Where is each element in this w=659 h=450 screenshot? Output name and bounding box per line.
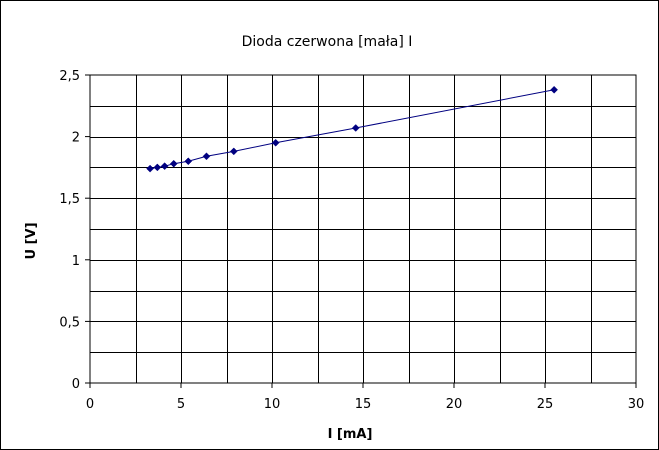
data-point [229, 147, 238, 156]
y-tick-label: 0,5 [59, 315, 80, 330]
y-tick-label: 0 [72, 377, 80, 392]
chart-title: Dioda czerwona [mała] I [242, 34, 413, 50]
x-axis-title: I [mA] [328, 427, 373, 442]
x-tick-label: 15 [355, 397, 372, 412]
data-point [202, 152, 211, 161]
data-point [271, 138, 280, 147]
series-line [150, 89, 555, 170]
y-axis-title: U [V] [24, 222, 39, 259]
x-tick-label: 25 [537, 397, 554, 412]
x-tick-label: 5 [177, 397, 185, 412]
x-tick-label: 0 [86, 397, 94, 412]
data-point [351, 124, 360, 132]
data-point [153, 163, 162, 172]
x-tick-label: 30 [628, 397, 645, 412]
data-point [169, 159, 178, 168]
data-series [146, 85, 558, 173]
y-tick-label: 1 [72, 254, 80, 269]
y-tick-label: 1,5 [59, 192, 80, 207]
y-axis-ticks: 0 0,5 1 1,5 2 2,5 [59, 69, 90, 392]
data-point [550, 85, 558, 94]
data-point [160, 162, 169, 171]
x-axis-ticks: 0 5 10 15 20 25 30 [86, 383, 644, 412]
y-tick-label: 2,5 [59, 69, 80, 84]
data-point [184, 157, 193, 166]
data-point [146, 164, 154, 173]
y-tick-label: 2 [72, 131, 80, 146]
x-tick-label: 10 [264, 397, 281, 412]
x-tick-label: 20 [446, 397, 463, 412]
